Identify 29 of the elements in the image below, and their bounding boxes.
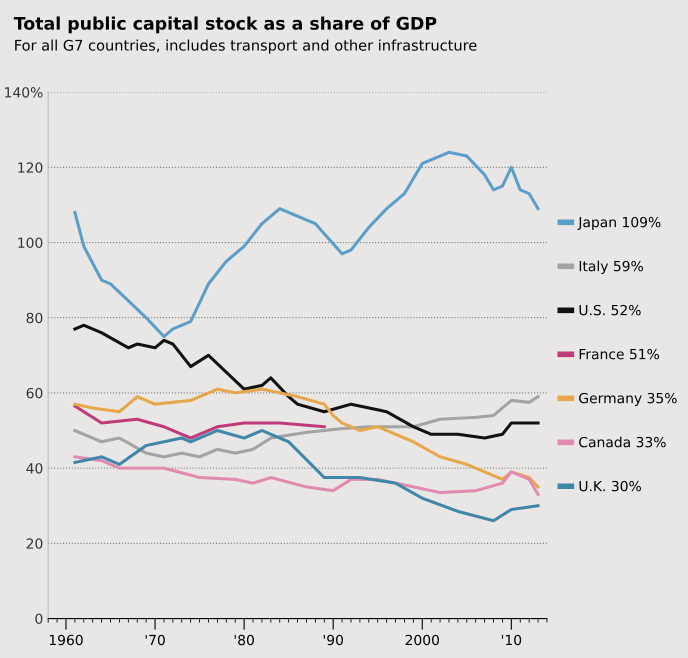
- y-tick-label: 20: [26, 538, 42, 549]
- legend-label: U.S. 52%: [580, 304, 641, 316]
- line-series: [73, 388, 540, 488]
- y-tick-label: 0: [35, 613, 42, 624]
- x-tick-label: '10: [502, 634, 522, 646]
- y-tick-label: 80: [26, 312, 42, 324]
- x-tick-label: 2000: [406, 634, 440, 646]
- y-tick-label: 60: [26, 388, 42, 398]
- legend-label: Japan 109%: [578, 216, 660, 230]
- x-tick-label: '90: [324, 634, 344, 646]
- line-series: [73, 395, 540, 458]
- legend-label: Germany 35%: [579, 392, 677, 406]
- x-tick-label: 1960: [50, 634, 83, 646]
- line-series: [73, 150, 540, 338]
- y-tick-label: 100: [18, 237, 42, 248]
- line-series: [73, 428, 540, 522]
- y-tick-label: 120: [18, 162, 42, 173]
- chart-title: Total public capital stock as a share of GDP: [14, 16, 436, 34]
- y-tick-label: 40: [26, 463, 42, 474]
- legend-label: France 51%: [580, 348, 660, 360]
- line-series: [73, 324, 540, 440]
- x-tick-label: '70: [146, 634, 165, 646]
- legend-label: Canada 33%: [579, 436, 666, 448]
- chart-subtitle: For all G7 countries, includes transport and other infrastructure: [15, 39, 476, 54]
- line-series: [73, 404, 326, 440]
- legend-label: U.K. 30%: [580, 480, 641, 492]
- legend-label: Italy 59%: [580, 260, 643, 274]
- y-tick-label: 140%: [5, 87, 43, 98]
- x-tick-label: '80: [234, 634, 254, 646]
